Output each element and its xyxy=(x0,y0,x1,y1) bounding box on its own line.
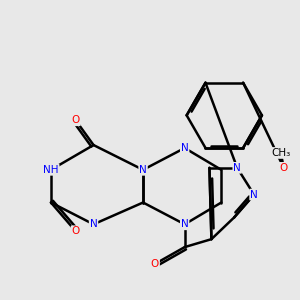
Text: N: N xyxy=(139,165,147,175)
Text: N: N xyxy=(233,163,241,173)
Text: N: N xyxy=(181,143,189,153)
Text: NH: NH xyxy=(43,165,59,175)
Text: O: O xyxy=(72,226,80,236)
Text: CH₃: CH₃ xyxy=(271,148,290,158)
Text: O: O xyxy=(151,259,159,269)
Text: N: N xyxy=(90,219,98,229)
Text: O: O xyxy=(280,163,288,173)
Text: N: N xyxy=(181,219,189,229)
Text: N: N xyxy=(250,190,258,200)
Text: O: O xyxy=(72,115,80,125)
